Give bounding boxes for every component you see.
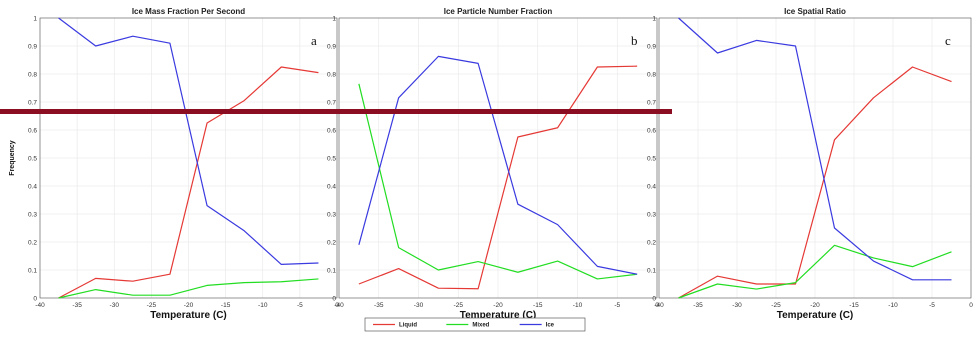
y-tick-label: 0.1 (28, 267, 37, 274)
x-tick-label: -35 (374, 302, 384, 309)
y-tick-label: 0.9 (28, 43, 37, 50)
x-tick-label: -15 (221, 302, 231, 309)
x-tick-label: 0 (655, 302, 659, 309)
y-axis-label: Frequency (9, 140, 16, 176)
x-tick-label: -25 (771, 302, 781, 309)
series-line-mixed (58, 278, 319, 299)
legend-label-ice: Ice (546, 323, 555, 329)
y-tick-label: 0.9 (647, 43, 656, 50)
y-tick-label: 0.1 (647, 267, 656, 274)
x-tick-label: -40 (334, 302, 344, 309)
y-tick-label: 0.6 (28, 127, 37, 134)
x-tick-label: -30 (414, 302, 424, 309)
y-tick-label: 0.9 (327, 43, 336, 50)
y-tick-label: 0.8 (327, 71, 336, 78)
y-tick-label: 1 (332, 15, 336, 22)
y-tick-label: 1 (33, 15, 37, 22)
y-tick-label: 0.4 (647, 183, 656, 190)
x-tick-label: -40 (35, 302, 45, 309)
y-tick-label: 0.1 (327, 267, 336, 274)
chart-title: Ice Mass Fraction Per Second (132, 7, 245, 16)
x-tick-label: 0 (335, 302, 339, 309)
y-tick-label: 0.5 (28, 155, 37, 162)
y-tick-label: 0.4 (327, 183, 336, 190)
y-tick-label: 0.7 (327, 99, 336, 106)
series-line-liquid (58, 66, 319, 299)
x-tick-label: -5 (297, 302, 303, 309)
series-line-mixed (358, 83, 638, 280)
y-tick-label: 0.7 (647, 99, 656, 106)
x-tick-label: -30 (110, 302, 120, 309)
y-tick-label: 0.4 (28, 183, 37, 190)
y-tick-label: 0.6 (327, 127, 336, 134)
y-tick-label: 0.5 (327, 155, 336, 162)
overlay-divider-line (0, 109, 672, 114)
x-tick-label: -15 (533, 302, 543, 309)
legend-box (364, 317, 586, 332)
chart-title: Ice Spatial Ratio (784, 7, 846, 16)
x-tick-label: -30 (732, 302, 742, 309)
x-tick-label: -10 (888, 302, 898, 309)
x-tick-label: -25 (454, 302, 464, 309)
series-line-mixed (678, 244, 952, 299)
x-tick-label: -25 (147, 302, 157, 309)
series-line-liquid (358, 65, 638, 290)
y-tick-label: 0.3 (647, 211, 656, 218)
x-axis-label: Temperature (C) (460, 310, 537, 321)
series-line-ice (58, 17, 319, 265)
x-tick-label: -15 (849, 302, 859, 309)
series-line-liquid (678, 66, 952, 299)
series-line-ice (358, 55, 638, 275)
y-tick-label: 0 (33, 295, 37, 302)
axes-frame (39, 17, 338, 299)
x-axis-label: Temperature (C) (150, 310, 227, 321)
x-tick-label: -5 (929, 302, 935, 309)
y-tick-label: 0.5 (647, 155, 656, 162)
x-tick-label: -40 (654, 302, 664, 309)
y-tick-label: 0.3 (28, 211, 37, 218)
y-tick-label: 0.7 (28, 99, 37, 106)
x-tick-label: -20 (493, 302, 503, 309)
y-tick-label: 1 (652, 15, 656, 22)
y-tick-label: 0.3 (327, 211, 336, 218)
chart-panel-b: -40 -35 -30 -25 -20 -15 -10 -5 000.10.20.30.40.5… (327, 7, 659, 321)
x-tick-label: 0 (969, 302, 973, 309)
y-tick-label: 0.6 (647, 127, 656, 134)
x-tick-label: -35 (72, 302, 82, 309)
y-tick-label: 0 (332, 295, 336, 302)
legend-label-liquid: Liquid (399, 323, 417, 329)
panel-label: b (631, 33, 638, 48)
chart-title: Ice Particle Number Fraction (444, 7, 553, 16)
axes-frame (658, 17, 972, 299)
axes-frame (338, 17, 658, 299)
x-tick-label: -20 (810, 302, 820, 309)
x-tick-label: -5 (614, 302, 620, 309)
panel-label: c (945, 33, 951, 48)
y-tick-label: 0.8 (647, 71, 656, 78)
chart-panel-c: -40 -35 -30 -25 -20 -15 -10 -5 000.10.20.30.40.5… (647, 7, 973, 321)
panel-label: a (311, 33, 317, 48)
x-axis-label: Temperature (C) (777, 310, 854, 321)
x-tick-label: -10 (573, 302, 583, 309)
y-tick-label: 0.8 (28, 71, 37, 78)
series-line-ice (678, 17, 952, 281)
y-tick-label: 0.2 (327, 239, 336, 246)
x-tick-label: -35 (693, 302, 703, 309)
x-tick-label: -10 (258, 302, 268, 309)
legend-label-mixed: Mixed (472, 323, 489, 329)
x-tick-label: -20 (184, 302, 194, 309)
chart-panel-a: -40 -35 -30 -25 -20 -15 -10 -5 000.10.20.30.40.5… (28, 7, 339, 321)
legend: Liquid Mixed Ice (364, 317, 586, 332)
y-tick-label: 0.2 (28, 239, 37, 246)
y-tick-label: 0 (652, 295, 656, 302)
y-tick-label: 0.2 (647, 239, 656, 246)
